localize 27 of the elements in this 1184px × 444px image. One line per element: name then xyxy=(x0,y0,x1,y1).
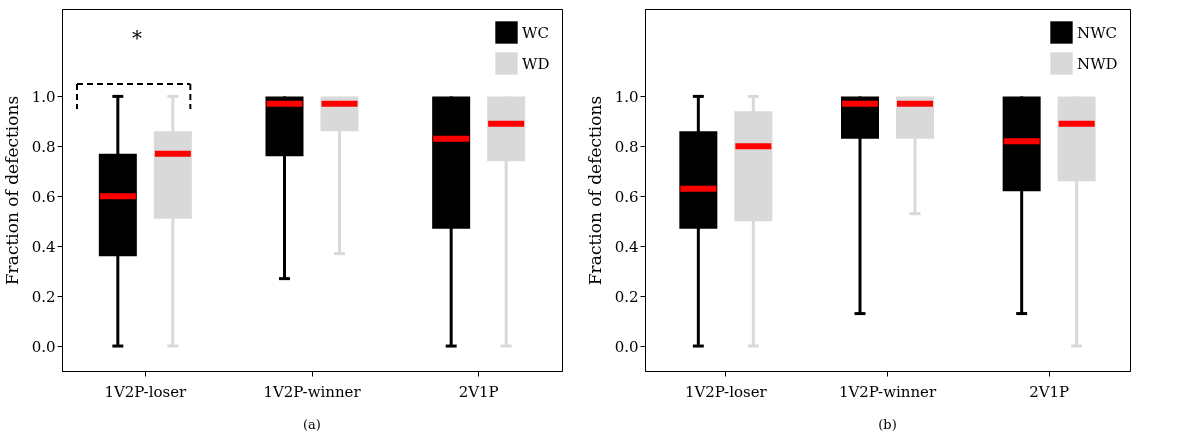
y-tick-label: 0.8 xyxy=(614,137,639,156)
legend-label: WC xyxy=(522,23,549,42)
text: (b) xyxy=(878,417,897,432)
y-tick-label: 0.2 xyxy=(614,287,639,306)
x-tick-label: 1V2P-loser xyxy=(104,382,188,401)
x-tick-label: 2V1P xyxy=(1029,382,1070,401)
y-tick-label: 0.6 xyxy=(614,187,639,206)
y-tick-label: 0.4 xyxy=(31,237,56,256)
y-tick-label: 1.0 xyxy=(614,87,639,106)
text: (a) xyxy=(303,417,321,432)
legend-label: NWC xyxy=(1077,23,1118,42)
y-tick-label: 0.8 xyxy=(31,137,56,156)
annotation: * xyxy=(132,26,142,50)
x-tick-label: 2V1P xyxy=(458,382,499,401)
x-tick-label: 1V2P-winner xyxy=(263,382,362,401)
legend-label: WD xyxy=(522,54,550,73)
y-tick-label: 0.6 xyxy=(31,187,56,206)
y-axis-title: Fraction of defections xyxy=(584,95,605,286)
y-tick-label: 1.0 xyxy=(31,87,56,106)
y-tick-label: 0.4 xyxy=(614,237,639,256)
y-tick-label: 0.0 xyxy=(31,337,56,356)
x-tick-label: 1V2P-winner xyxy=(838,382,937,401)
legend-label: NWD xyxy=(1077,54,1118,73)
y-tick-label: 0.2 xyxy=(31,287,56,306)
x-tick-label: 1V2P-loser xyxy=(684,382,768,401)
y-axis-title: Fraction of defections xyxy=(1,95,22,286)
y-tick-label: 0.0 xyxy=(614,337,639,356)
